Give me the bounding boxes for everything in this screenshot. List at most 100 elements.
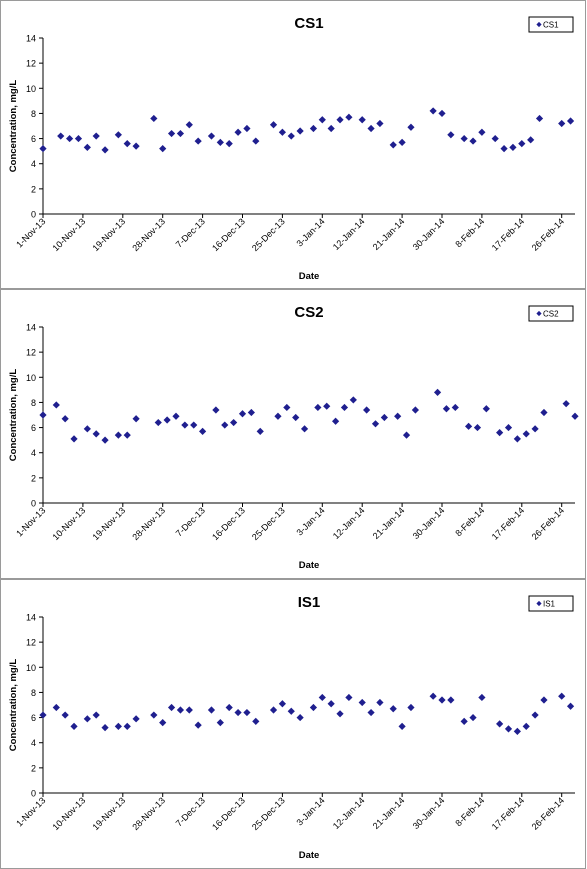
chart-panel-is1: IS1 0 2 4 6 8 10 12 14 1-Nov-13 10-Nov-13 19-Nov-13…	[0, 579, 586, 869]
x-tick-label: 17-Feb-14	[490, 505, 526, 541]
x-tick-label: 7-Dec-13	[174, 216, 207, 249]
x-tick-label: 17-Feb-14	[490, 216, 526, 252]
x-tick-label: 10-Nov-13	[51, 505, 88, 542]
data-point	[336, 116, 344, 124]
data-point	[216, 138, 224, 146]
x-axis-label: Date	[299, 560, 320, 571]
data-point	[522, 430, 530, 438]
data-point	[345, 693, 353, 702]
data-point	[92, 711, 100, 719]
x-axis-label: Date	[299, 271, 320, 282]
x-tick-label: 8-Feb-14	[453, 795, 486, 828]
legend-marker	[536, 600, 542, 607]
data-point	[504, 725, 513, 733]
data-point	[172, 412, 180, 420]
chart-svg: IS1 0 2 4 6 8 10 12 14 1-Nov-13 10-Nov-13 19-Nov-13…	[8, 594, 575, 861]
y-tick-label: 6	[31, 423, 36, 433]
data-point	[411, 406, 419, 414]
data-point	[407, 123, 415, 131]
data-point	[101, 724, 109, 732]
data-point	[358, 116, 366, 124]
data-point	[132, 715, 140, 723]
data-point	[473, 423, 482, 432]
x-tick-label: 7-Dec-13	[174, 505, 207, 538]
data-point	[300, 425, 309, 433]
data-point	[57, 132, 65, 140]
data-point	[132, 415, 140, 423]
x-tick-label: 28-Nov-13	[130, 795, 167, 832]
data-point	[123, 431, 131, 439]
data-point	[358, 698, 366, 707]
data-point	[83, 715, 91, 723]
data-point	[101, 146, 109, 154]
data-point	[247, 408, 255, 417]
data-point	[256, 427, 264, 435]
data-point	[74, 134, 83, 143]
y-tick-label: 12	[26, 59, 36, 69]
x-tick-label: 19-Nov-13	[90, 216, 127, 253]
legend-box	[528, 305, 574, 322]
y-tick-label: 2	[31, 184, 36, 194]
x-tick-label: 30-Jan-14	[411, 505, 447, 541]
legend-box	[528, 16, 574, 33]
chart-svg: CS1 0 2 4 6 8 10 12 14 1-Nov-13 10-Nov-13 19-Nov-13…	[8, 15, 575, 282]
y-tick-label: 12	[26, 348, 36, 358]
y-tick-label: 10	[26, 373, 36, 383]
data-point	[243, 124, 251, 133]
x-tick-label: 30-Jan-14	[411, 216, 447, 252]
chart-title: CS1	[294, 15, 323, 32]
data-point	[500, 145, 508, 153]
data-point	[327, 124, 335, 133]
data-point	[518, 140, 526, 148]
data-point	[283, 403, 291, 412]
data-point	[234, 708, 242, 717]
data-point	[465, 422, 473, 430]
x-tick-label: 28-Nov-13	[130, 216, 167, 253]
data-point	[234, 128, 242, 136]
data-point	[402, 431, 411, 439]
x-tick-label: 12-Jan-14	[331, 795, 367, 831]
x-tick-label: 21-Jan-14	[371, 795, 407, 831]
data-point	[407, 703, 415, 712]
data-point	[504, 423, 513, 432]
data-point	[296, 713, 304, 722]
data-point	[527, 136, 535, 144]
data-point	[83, 143, 91, 151]
data-point	[309, 703, 318, 712]
x-tick-label: 16-Dec-13	[210, 505, 247, 542]
data-point	[114, 722, 122, 730]
data-point	[150, 711, 158, 719]
x-tick-label: 21-Jan-14	[371, 216, 407, 252]
data-point	[238, 410, 247, 418]
data-point	[216, 719, 224, 727]
x-tick-label: 26-Feb-14	[530, 216, 566, 252]
x-tick-label: 28-Nov-13	[130, 505, 167, 542]
y-axis-label: Concentration, mg/L	[8, 659, 19, 752]
data-point	[398, 138, 406, 146]
data-point	[469, 713, 477, 722]
data-point	[566, 117, 575, 125]
data-point	[61, 415, 69, 423]
data-point	[323, 402, 331, 410]
data-point	[513, 435, 521, 443]
y-tick-label: 6	[31, 713, 36, 723]
y-axis-label: Concentration, mg/L	[8, 369, 19, 462]
data-point	[478, 128, 486, 136]
x-tick-label: 26-Feb-14	[530, 505, 566, 541]
data-point	[491, 134, 499, 143]
x-tick-label: 10-Nov-13	[51, 216, 88, 253]
legend-box	[528, 595, 574, 612]
data-point	[535, 114, 544, 123]
data-point	[389, 705, 397, 713]
data-point	[522, 722, 530, 730]
y-tick-label: 8	[31, 109, 36, 119]
chart-svg: CS2 0 2 4 6 8 10 12 14 1-Nov-13 10-Nov-13 19-Nov-13…	[8, 304, 579, 571]
data-point	[225, 703, 233, 712]
x-tick-label: 8-Feb-14	[453, 505, 486, 538]
data-point	[447, 696, 455, 704]
data-point	[389, 141, 397, 149]
data-point	[92, 430, 100, 438]
chart-panel-cs2: CS2 0 2 4 6 8 10 12 14 1-Nov-13 10-Nov-13 19-Nov-13…	[0, 289, 586, 579]
data-point	[513, 727, 521, 735]
data-point	[496, 720, 504, 728]
